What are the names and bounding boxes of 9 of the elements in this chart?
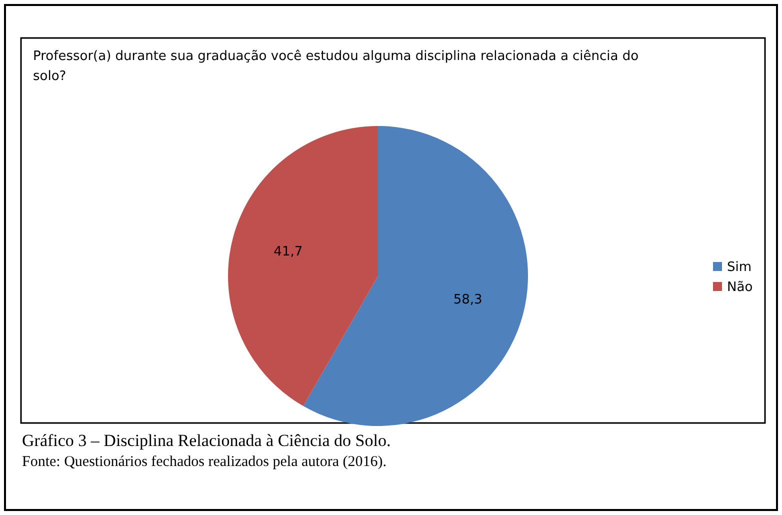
pie-slice	[303, 126, 528, 426]
legend-label: Sim	[727, 260, 752, 275]
chart-title: Professor(a) durante sua graduação você estudou alguma disciplina relacionada a ciência do solo?	[33, 49, 639, 84]
text: Gráfico 3 – Disciplina Relacionada à Ciência do Solo.	[22, 431, 391, 450]
legend-label: Não	[727, 280, 753, 295]
data-label: 58,3	[453, 292, 482, 308]
source-note: Fonte: Questionários fechados realizados pela autora (2016).	[22, 454, 386, 470]
pie-slice	[228, 126, 378, 406]
data-label: 41,7	[274, 244, 303, 260]
